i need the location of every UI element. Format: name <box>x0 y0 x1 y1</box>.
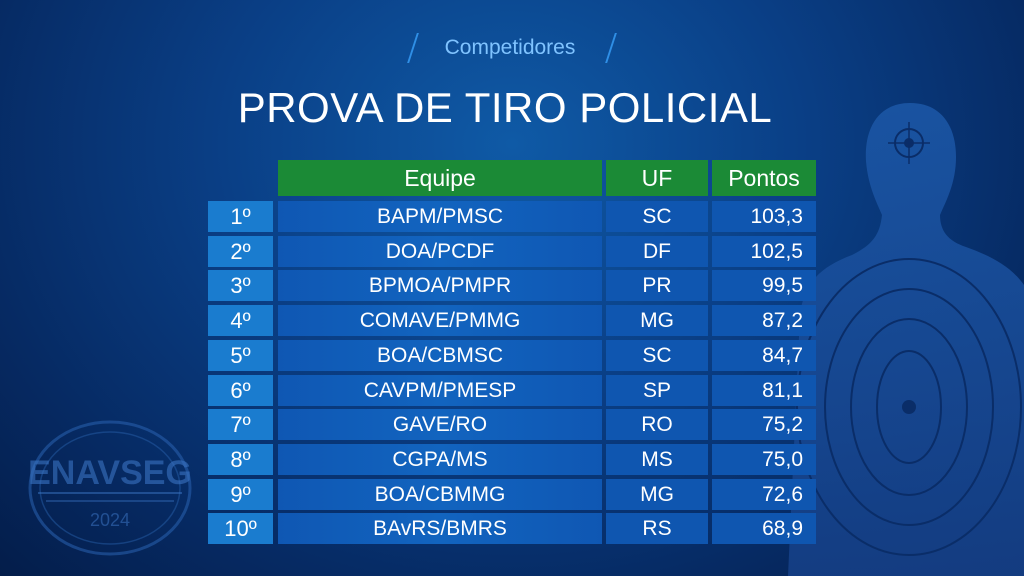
points-value: 103,3 <box>750 205 803 228</box>
position-cell: 7º <box>208 409 273 441</box>
points-value: 75,0 <box>762 447 803 471</box>
uf-cell: PR <box>606 270 708 302</box>
enavseg-logo: ENAVSEG 2024 <box>28 420 192 556</box>
points-value: 68,9 <box>762 517 803 541</box>
points-cell: 75,2 <box>712 409 816 441</box>
points-value: 84,7 <box>762 343 803 367</box>
position-cell: 9º <box>208 478 273 510</box>
points-cell: 72,6 <box>712 478 816 510</box>
points-value: 75,2 <box>762 413 803 437</box>
points-value: 87,2 <box>762 309 803 333</box>
page-title: PROVA DE TIRO POLICIAL <box>237 84 773 131</box>
uf-cell: SC <box>606 201 708 232</box>
uf-cell: DF <box>606 235 708 267</box>
badge-competidores: Competidores <box>444 36 576 59</box>
points-value: 102,5 <box>750 239 803 263</box>
position-cell: 1º <box>208 201 273 232</box>
position-cell: 2º <box>208 235 273 267</box>
position-cell: 10º <box>208 513 273 545</box>
header-pontos: Pontos <box>712 160 816 196</box>
points-cell: 75,0 <box>712 443 816 475</box>
uf-cell: RO <box>606 409 708 441</box>
position-cell: 4º <box>208 305 273 337</box>
uf-cell: RS <box>606 513 708 545</box>
team-cell: COMAVE/PMMG <box>278 305 602 337</box>
points-cell: 99,5 <box>712 270 816 302</box>
team-cell: BAPM/PMSC <box>278 201 602 232</box>
points-cell: 68,9 <box>712 513 816 545</box>
header-equipe: Equipe <box>278 160 602 196</box>
team-cell: BPMOA/PMPR <box>278 270 602 302</box>
team-cell: CAVPM/PMESP <box>278 374 602 406</box>
team-cell: BOA/CBMSC <box>278 339 602 371</box>
svg-text:2024: 2024 <box>90 510 130 530</box>
uf-cell: SP <box>606 374 708 406</box>
points-value: 72,6 <box>762 482 803 506</box>
position-cell: 6º <box>208 374 273 406</box>
points-value: 81,1 <box>762 378 803 402</box>
team-cell: CGPA/MS <box>278 443 602 475</box>
team-cell: BAvRS/BMRS <box>278 513 602 545</box>
team-cell: GAVE/RO <box>278 409 602 441</box>
header-uf: UF <box>606 160 708 196</box>
position-cell: 8º <box>208 443 273 475</box>
points-value: 99,5 <box>762 274 803 298</box>
points-cell: 84,7 <box>712 339 816 371</box>
svg-text:ENAVSEG: ENAVSEG <box>28 454 192 492</box>
uf-cell: MS <box>606 443 708 475</box>
points-cell: 81,1 <box>712 374 816 406</box>
team-cell: BOA/CBMMG <box>278 478 602 510</box>
points-cell: 103,3 <box>712 201 816 232</box>
points-cell: 87,2 <box>712 305 816 337</box>
position-cell: 3º <box>208 270 273 302</box>
uf-cell: MG <box>606 305 708 337</box>
position-cell: 5º <box>208 339 273 371</box>
team-cell: DOA/PCDF <box>278 235 602 267</box>
points-cell: 102,5 <box>712 235 816 267</box>
uf-cell: MG <box>606 478 708 510</box>
uf-cell: SC <box>606 339 708 371</box>
target-silhouette-icon <box>788 103 1024 576</box>
